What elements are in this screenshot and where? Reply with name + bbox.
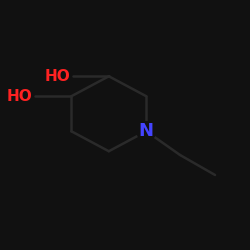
Text: N: N [139,122,154,140]
Circle shape [137,122,156,141]
Text: HO: HO [44,69,70,84]
Text: HO: HO [7,89,32,104]
